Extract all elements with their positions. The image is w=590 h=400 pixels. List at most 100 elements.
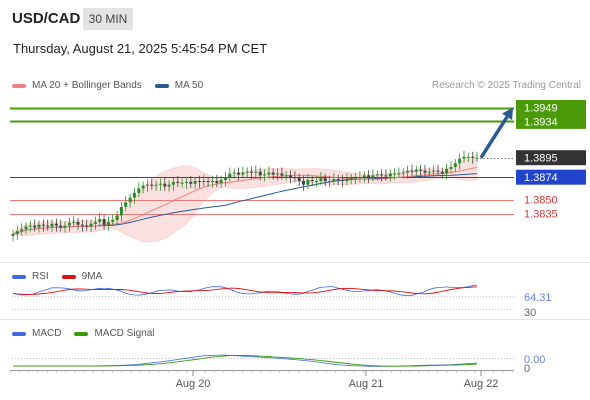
candle-body [401,172,405,174]
candle-body [80,224,84,226]
candle-body [258,171,262,176]
macd-zero-label: 0 [524,363,530,375]
candle-body [319,178,323,181]
candle-body [328,181,332,182]
legend-item-ma20: MA 20 + Bollinger Bands [12,80,142,91]
candle-body [198,181,201,182]
candle-body [59,225,63,228]
candle-body [419,169,423,171]
price-tag-resistance-2-text: 1.3949 [524,103,558,115]
candle-body [371,175,375,178]
candle-body [289,175,292,178]
candle-body [263,174,266,176]
legend-swatch-ma20 [12,83,26,88]
candle-body [228,173,232,178]
candle-body [384,175,388,177]
price-tag-pivot-text: 1.3874 [524,172,558,184]
candle-body [367,175,371,178]
candle-body [267,172,271,175]
price-tag-resistance-1-bg [516,113,586,129]
candle-body [271,172,275,175]
price-tag-resistance-1-text: 1.3934 [524,116,558,128]
candle-body [158,183,162,185]
candle-body [323,178,327,181]
candle-body [414,169,418,172]
candle-body [154,184,158,186]
candle-body [85,225,89,227]
candle-body [458,158,462,164]
candle-body [106,221,110,225]
candle-body [254,171,258,173]
candle-body [102,219,106,225]
candle-body [150,184,154,186]
projection-arrow-shaft [479,115,509,159]
candle-body [167,184,171,187]
legend-item-macd: MACD [12,328,61,339]
rsi-9ma-line [12,286,478,295]
candle-body [163,183,167,187]
legend-label-macd: MACD [32,328,62,339]
candle-body [185,181,188,183]
candle-body [358,177,362,179]
price-label-support-2: 1.3835 [524,209,558,221]
candle-body [119,207,123,216]
legend-label-rsi-9ma: 9MA [81,271,103,282]
candle-body [297,178,301,181]
candle-body [20,229,24,232]
candle-body [224,177,227,180]
legend-swatch-macd-signal [74,331,89,336]
price-tag-resistance-2-bg [516,100,586,115]
candle-body [24,226,28,230]
candle-body [380,174,384,176]
candle-body [54,223,58,226]
candle-body [276,173,279,175]
symbol-title: USD/CAD [12,10,81,27]
candle-body [211,181,214,182]
candle-body [128,197,132,203]
candle-body [189,181,193,184]
candle-body [72,221,76,223]
candle-body [202,181,206,182]
candle-body [115,215,119,220]
candle-body [349,178,353,180]
legend-item-macd-signal: MACD Signal [74,328,154,339]
candle-body [406,170,410,173]
candle-body [453,163,457,167]
candle-body [423,170,427,173]
candle-body [89,223,93,227]
price-tag-current-text: 1.3895 [524,153,558,165]
candle-body [37,224,41,228]
legend-label-macd-signal: MACD Signal [94,328,155,339]
candle-body [176,181,180,183]
candle-body [28,225,32,227]
candle-body [445,168,449,174]
x-tick-label: Aug 20 [176,378,211,390]
candle-body [141,185,145,189]
candle-body [315,181,319,182]
candle-body [41,224,45,226]
rsi-line [12,284,478,296]
x-tick-label: Aug 21 [349,378,384,390]
projection-arrow-head [502,107,513,120]
candle-body [310,180,314,181]
legend-swatch-macd [12,331,26,336]
candle-body [475,157,479,159]
candle-body [284,175,288,177]
candle-body [336,179,340,181]
rsi-value-label: 64.31 [524,292,552,304]
candle-body [145,184,149,186]
candle-body [375,174,379,176]
candle-body [124,202,128,207]
candle-body [15,231,19,234]
candle-body [250,171,253,173]
datetime-label: Thursday, August 21, 2025 5:45:54 PM CET [13,41,268,56]
candle-body [171,181,175,185]
timeframe-button[interactable]: 30 MIN [83,8,133,30]
candle-body [332,179,336,181]
main-legend: MA 20 + Bollinger Bands MA 50 [12,80,216,91]
candle-body [33,225,37,228]
candle-body [67,222,71,226]
legend-item-rsi-9ma: 9MA [61,271,103,282]
